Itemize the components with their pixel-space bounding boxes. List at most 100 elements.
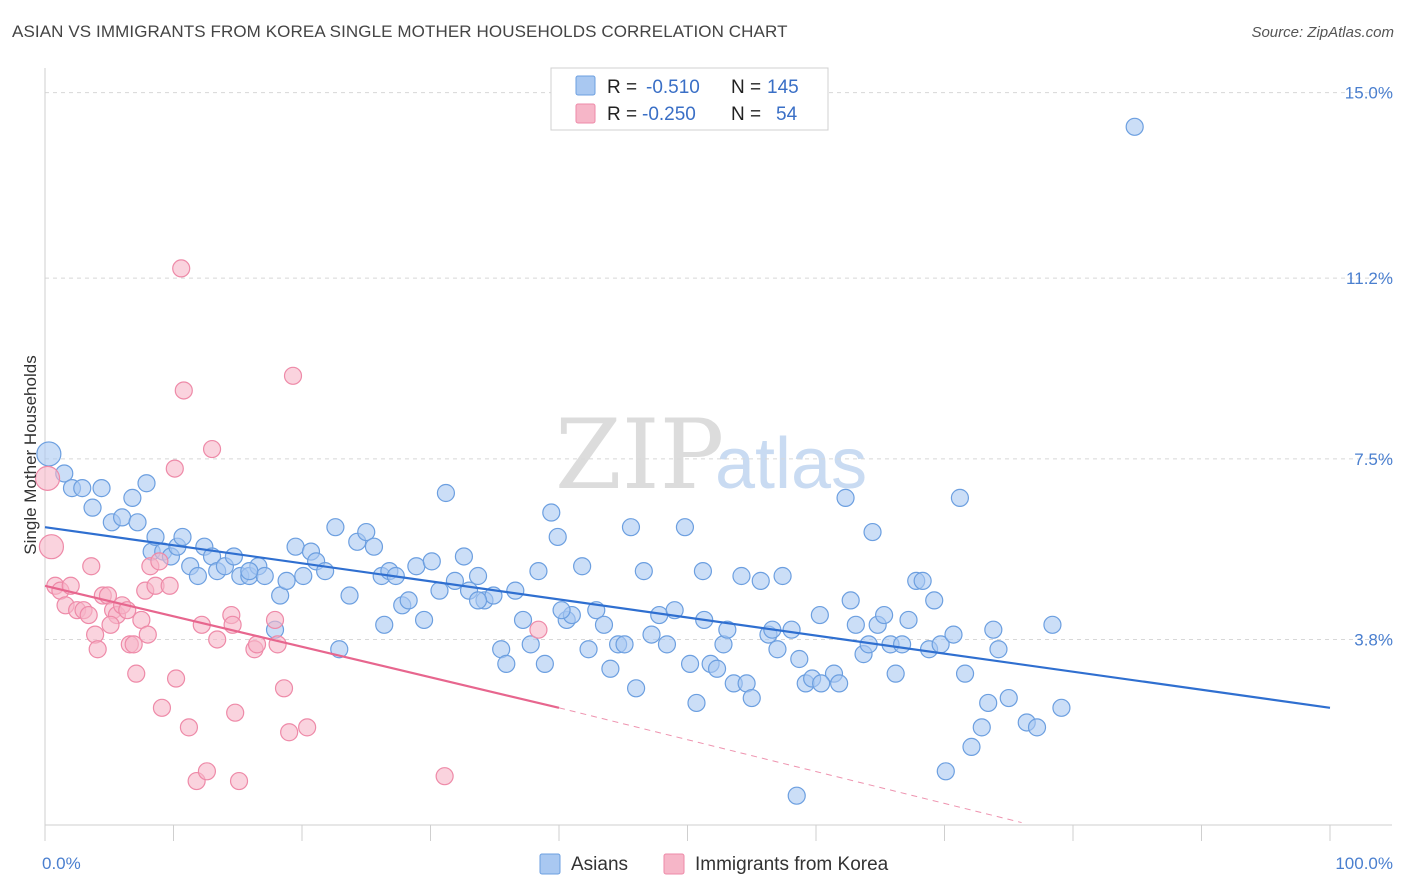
asian-point xyxy=(886,664,905,683)
asian-point xyxy=(944,625,963,644)
asian-point xyxy=(989,640,1008,659)
asian-point xyxy=(626,679,646,698)
korea-point xyxy=(265,610,285,630)
asian-point xyxy=(999,688,1018,708)
asian-point xyxy=(128,513,147,532)
asian-point xyxy=(913,571,932,590)
asian-point xyxy=(782,620,801,639)
bottom-legend-swatch-korea xyxy=(663,853,685,875)
asian-point xyxy=(810,605,829,625)
asian-point xyxy=(548,527,567,547)
bottom-legend-swatch-asians xyxy=(539,853,561,875)
korea-point xyxy=(229,771,249,791)
asian-point xyxy=(375,615,394,634)
asian-point xyxy=(950,488,970,507)
korea-point xyxy=(226,703,245,722)
asian-point xyxy=(979,693,998,713)
korea-point xyxy=(280,723,299,742)
legend-r-value: -0.250 xyxy=(642,104,696,125)
asian-point xyxy=(899,610,918,630)
asian-point xyxy=(830,674,849,693)
asian-point xyxy=(718,620,737,639)
korea-point xyxy=(160,576,179,595)
korea-point xyxy=(165,459,184,478)
korea-point xyxy=(88,640,107,659)
korea-point xyxy=(208,630,227,649)
y-tick-label: 11.2% xyxy=(1346,269,1393,288)
legend-swatch-korea xyxy=(575,103,596,124)
asian-point xyxy=(846,615,865,634)
asian-point xyxy=(925,591,944,610)
asian-point xyxy=(984,620,1003,639)
watermark-zip: ZIP xyxy=(555,399,724,511)
korea-point xyxy=(124,635,143,654)
asian-point xyxy=(693,562,713,581)
asian-point xyxy=(521,635,540,654)
korea-point xyxy=(150,552,169,571)
asian-point xyxy=(621,518,641,537)
asian-point xyxy=(1125,117,1144,136)
asian-point xyxy=(340,586,359,605)
asian-point xyxy=(972,718,991,737)
asian-point xyxy=(542,503,561,522)
asian-point xyxy=(83,498,102,517)
asian-point xyxy=(364,537,384,556)
asian-point xyxy=(1052,698,1071,717)
y-axis-title: Single Mother Households xyxy=(21,355,40,554)
asian-point xyxy=(112,508,132,527)
korea-point xyxy=(283,366,303,385)
asian-point xyxy=(768,640,787,659)
asian-point xyxy=(92,479,111,498)
asian-point xyxy=(892,635,912,654)
asian-point xyxy=(742,688,761,708)
bottom-legend-asians: Asians xyxy=(571,854,628,875)
gridlines xyxy=(45,92,1392,640)
asian-point xyxy=(468,566,488,586)
bottom-legend: Asians Immigrants from Korea xyxy=(539,853,889,875)
asian-point xyxy=(407,557,426,576)
y-tick-label: 15.0% xyxy=(1345,84,1393,103)
asian-point xyxy=(414,610,434,630)
asian-point xyxy=(687,693,706,713)
korea-point xyxy=(138,625,157,644)
asian-point xyxy=(123,488,142,507)
x-tick-label: 0.0% xyxy=(42,854,81,873)
asian-point xyxy=(468,591,488,610)
asian-point xyxy=(1043,615,1062,634)
legend-swatch-asians xyxy=(575,75,596,96)
asian-point xyxy=(657,635,677,654)
korea-point xyxy=(268,635,287,654)
asian-point xyxy=(863,522,882,542)
asian-point xyxy=(841,591,860,610)
asian-point xyxy=(579,640,598,659)
asian-point xyxy=(497,654,516,673)
legend-n-value: 145 xyxy=(767,77,799,98)
korea-point xyxy=(202,439,222,459)
asian-point xyxy=(787,786,806,805)
asian-point xyxy=(955,664,975,683)
korea-point xyxy=(174,381,193,400)
korea-point xyxy=(34,465,61,491)
korea-point xyxy=(179,718,199,737)
asian-point xyxy=(812,674,831,693)
legend-n-label: N = xyxy=(731,104,761,125)
source-label: Source: ZipAtlas.com xyxy=(1251,24,1394,41)
asian-point xyxy=(875,605,894,625)
legend-r-label: R = xyxy=(607,104,637,125)
asian-point xyxy=(529,562,548,581)
asian-point xyxy=(936,762,955,781)
asian-point xyxy=(294,566,313,586)
korea-point xyxy=(529,620,548,639)
asian-point xyxy=(836,488,855,507)
korea-point xyxy=(82,557,101,576)
korea-point xyxy=(274,679,294,698)
asian-point xyxy=(454,547,474,566)
korea-point xyxy=(152,698,172,717)
data-points xyxy=(34,117,1144,805)
asian-point xyxy=(436,483,456,503)
legend-n-label: N = xyxy=(731,77,761,98)
x-tick-label: 100.0% xyxy=(1335,854,1393,873)
tick-labels: 3.8% 7.5% 11.2% 15.0% 0.0% 100.0% xyxy=(42,84,1393,873)
asian-point xyxy=(224,547,243,566)
